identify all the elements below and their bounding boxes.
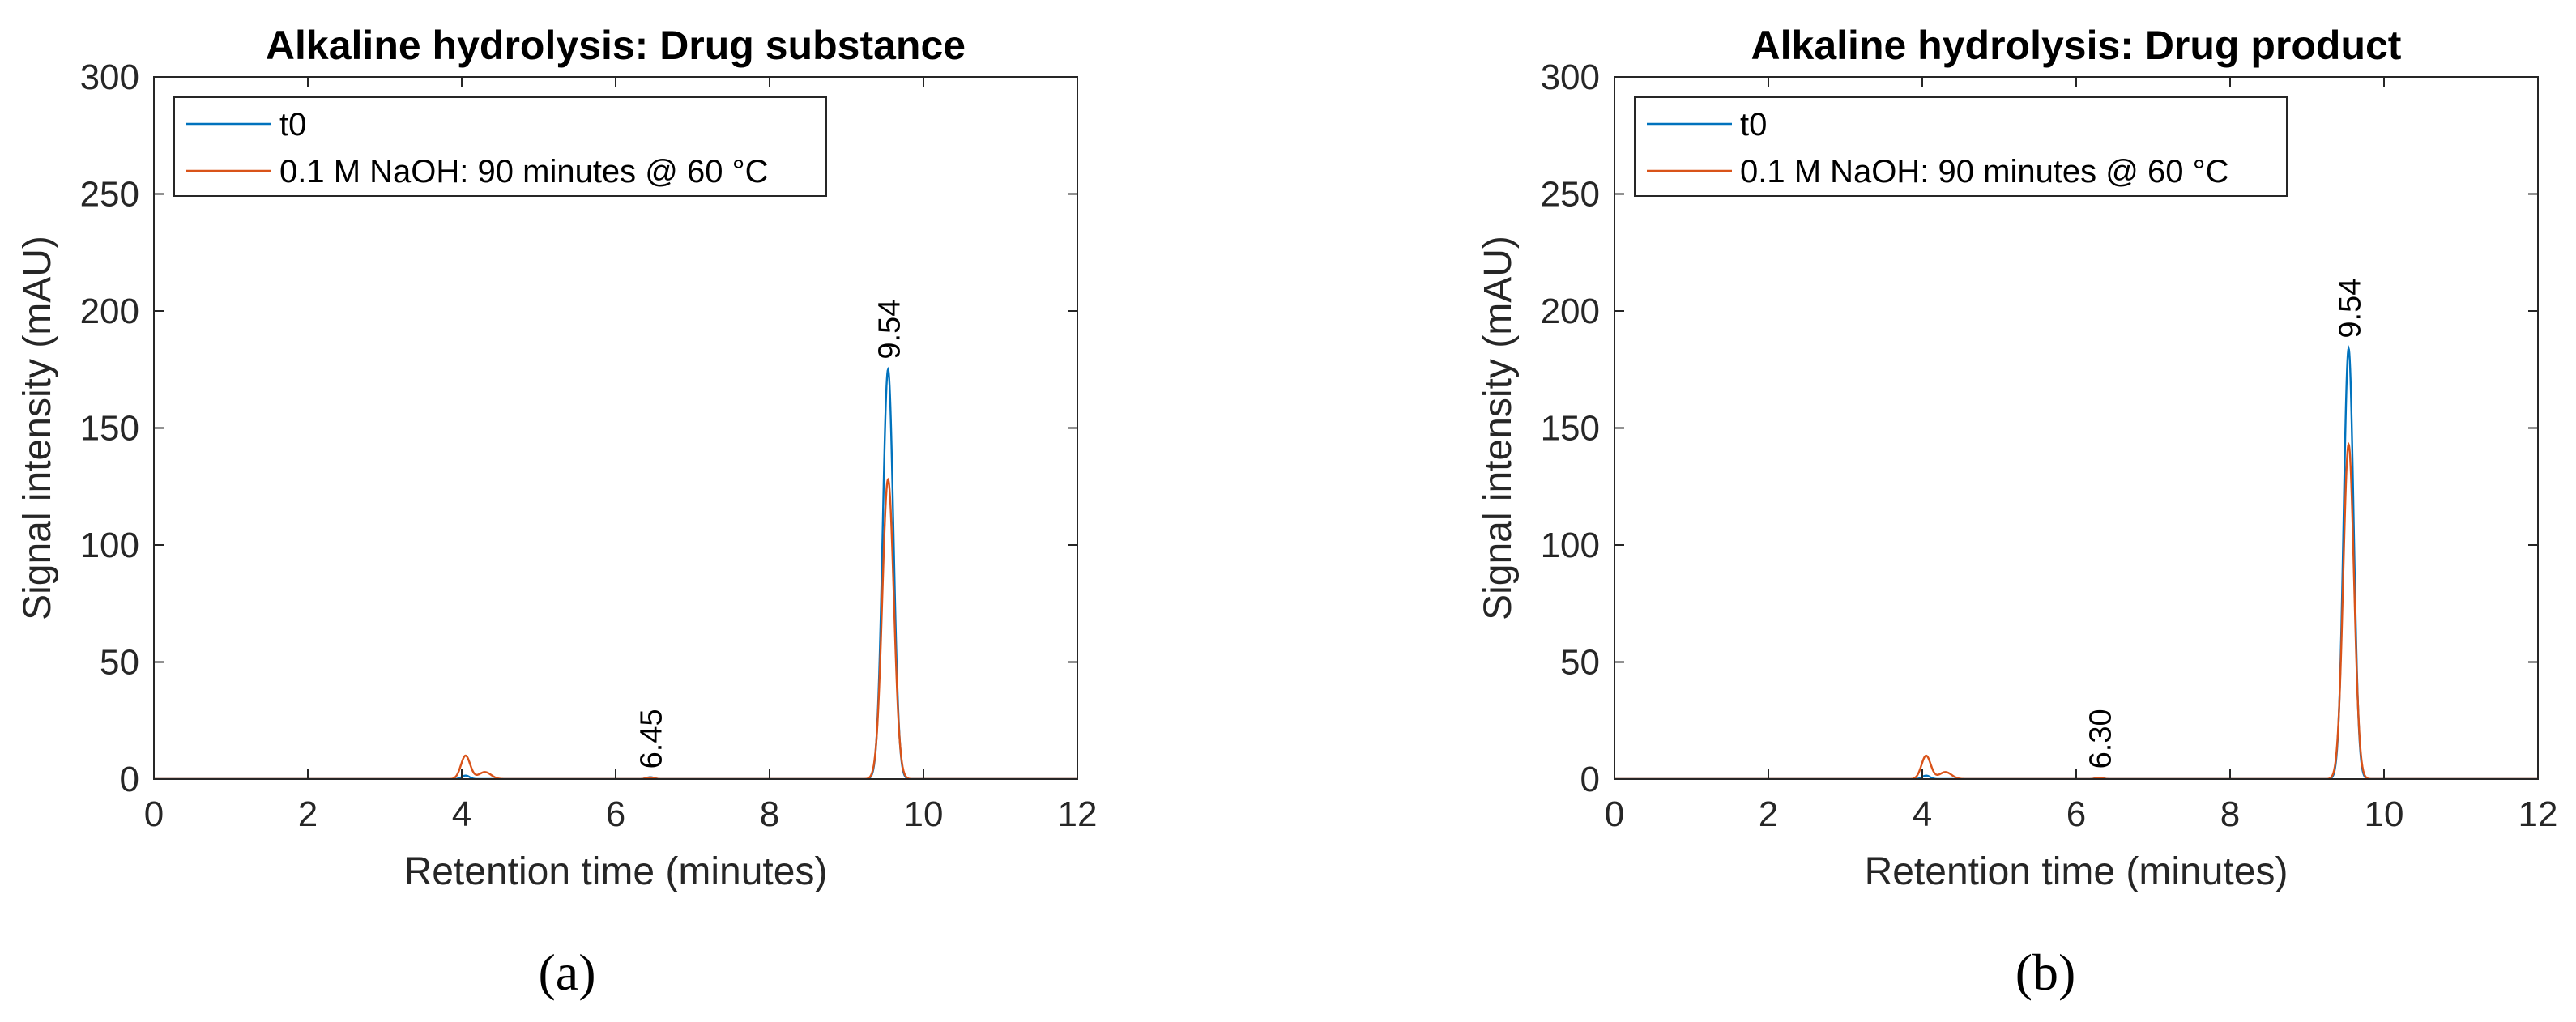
y-tick-label: 100 (1541, 526, 1600, 565)
series-line-naoh (1614, 441, 2538, 779)
panel-caption: (b) (2015, 943, 2076, 1001)
chart-title: Alkaline hydrolysis: Drug substance (266, 23, 966, 68)
peak-label: 9.54 (2333, 279, 2367, 339)
series-line-naoh (154, 477, 1077, 779)
legend-entry-label: t0 (279, 107, 306, 143)
legend-entry-label: t0 (1740, 107, 1767, 143)
x-tick-label: 0 (1605, 794, 1624, 834)
chart-panel-b: 0 2 4 6 8 10 12 0 50 100 150 200 250 300 Alkaline hydr… (1477, 23, 2557, 1001)
x-tick-label: 10 (904, 794, 944, 834)
y-axis-label: Signal intensity (mAU) (1477, 236, 1520, 620)
x-tick-label: 2 (298, 794, 318, 834)
x-tick-label: 0 (144, 794, 164, 834)
chart-panel-a: 0 2 4 6 8 10 12 0 50 100 150 200 250 300 Alkaline hydr… (16, 23, 1097, 1001)
chart-title: Alkaline hydrolysis: Drug product (1751, 23, 2402, 68)
peak-label: 6.30 (2084, 709, 2118, 769)
series-line-t0 (1614, 345, 2538, 779)
x-axis-label: Retention time (minutes) (1865, 850, 2288, 893)
x-tick-label: 8 (760, 794, 779, 834)
y-tick-label: 0 (1580, 760, 1600, 799)
x-tick-label: 10 (2365, 794, 2404, 834)
y-tick-label: 300 (1541, 57, 1600, 97)
x-tick-label: 12 (1058, 794, 1098, 834)
peak-label: 6.45 (635, 709, 669, 769)
y-tick-label: 150 (1541, 409, 1600, 449)
series-line-t0 (154, 366, 1077, 779)
y-tick-label: 300 (80, 57, 139, 97)
legend-box (1634, 96, 2288, 197)
y-tick-label: 50 (100, 643, 139, 683)
x-tick-label: 4 (452, 794, 471, 834)
legend-box (173, 96, 827, 197)
legend-entry-label: 0.1 M NaOH: 90 minutes @ 60 °C (1740, 154, 2229, 189)
x-tick-label: 6 (2066, 794, 2086, 834)
legend: t0 0.1 M NaOH: 90 minutes @ 60 °C (1634, 96, 2288, 197)
peak-label: 9.54 (872, 300, 906, 360)
y-tick-label: 100 (80, 526, 139, 565)
y-tick-label: 50 (1560, 643, 1600, 683)
x-axis-label: Retention time (minutes) (404, 850, 828, 893)
x-tick-label: 8 (2220, 794, 2240, 834)
x-tick-label: 2 (1759, 794, 1778, 834)
legend: t0 0.1 M NaOH: 90 minutes @ 60 °C (173, 96, 827, 197)
y-tick-label: 200 (80, 292, 139, 331)
legend-entry-label: 0.1 M NaOH: 90 minutes @ 60 °C (279, 154, 769, 189)
y-tick-label: 150 (80, 409, 139, 449)
x-tick-label: 12 (2518, 794, 2558, 834)
panel-caption: (a) (538, 943, 595, 1001)
y-tick-label: 0 (120, 760, 139, 799)
y-tick-label: 200 (1541, 292, 1600, 331)
y-axis-label: Signal intensity (mAU) (16, 236, 59, 620)
y-tick-label: 250 (1541, 175, 1600, 215)
x-tick-label: 4 (1913, 794, 1932, 834)
x-tick-label: 6 (606, 794, 625, 834)
y-tick-label: 250 (80, 175, 139, 215)
